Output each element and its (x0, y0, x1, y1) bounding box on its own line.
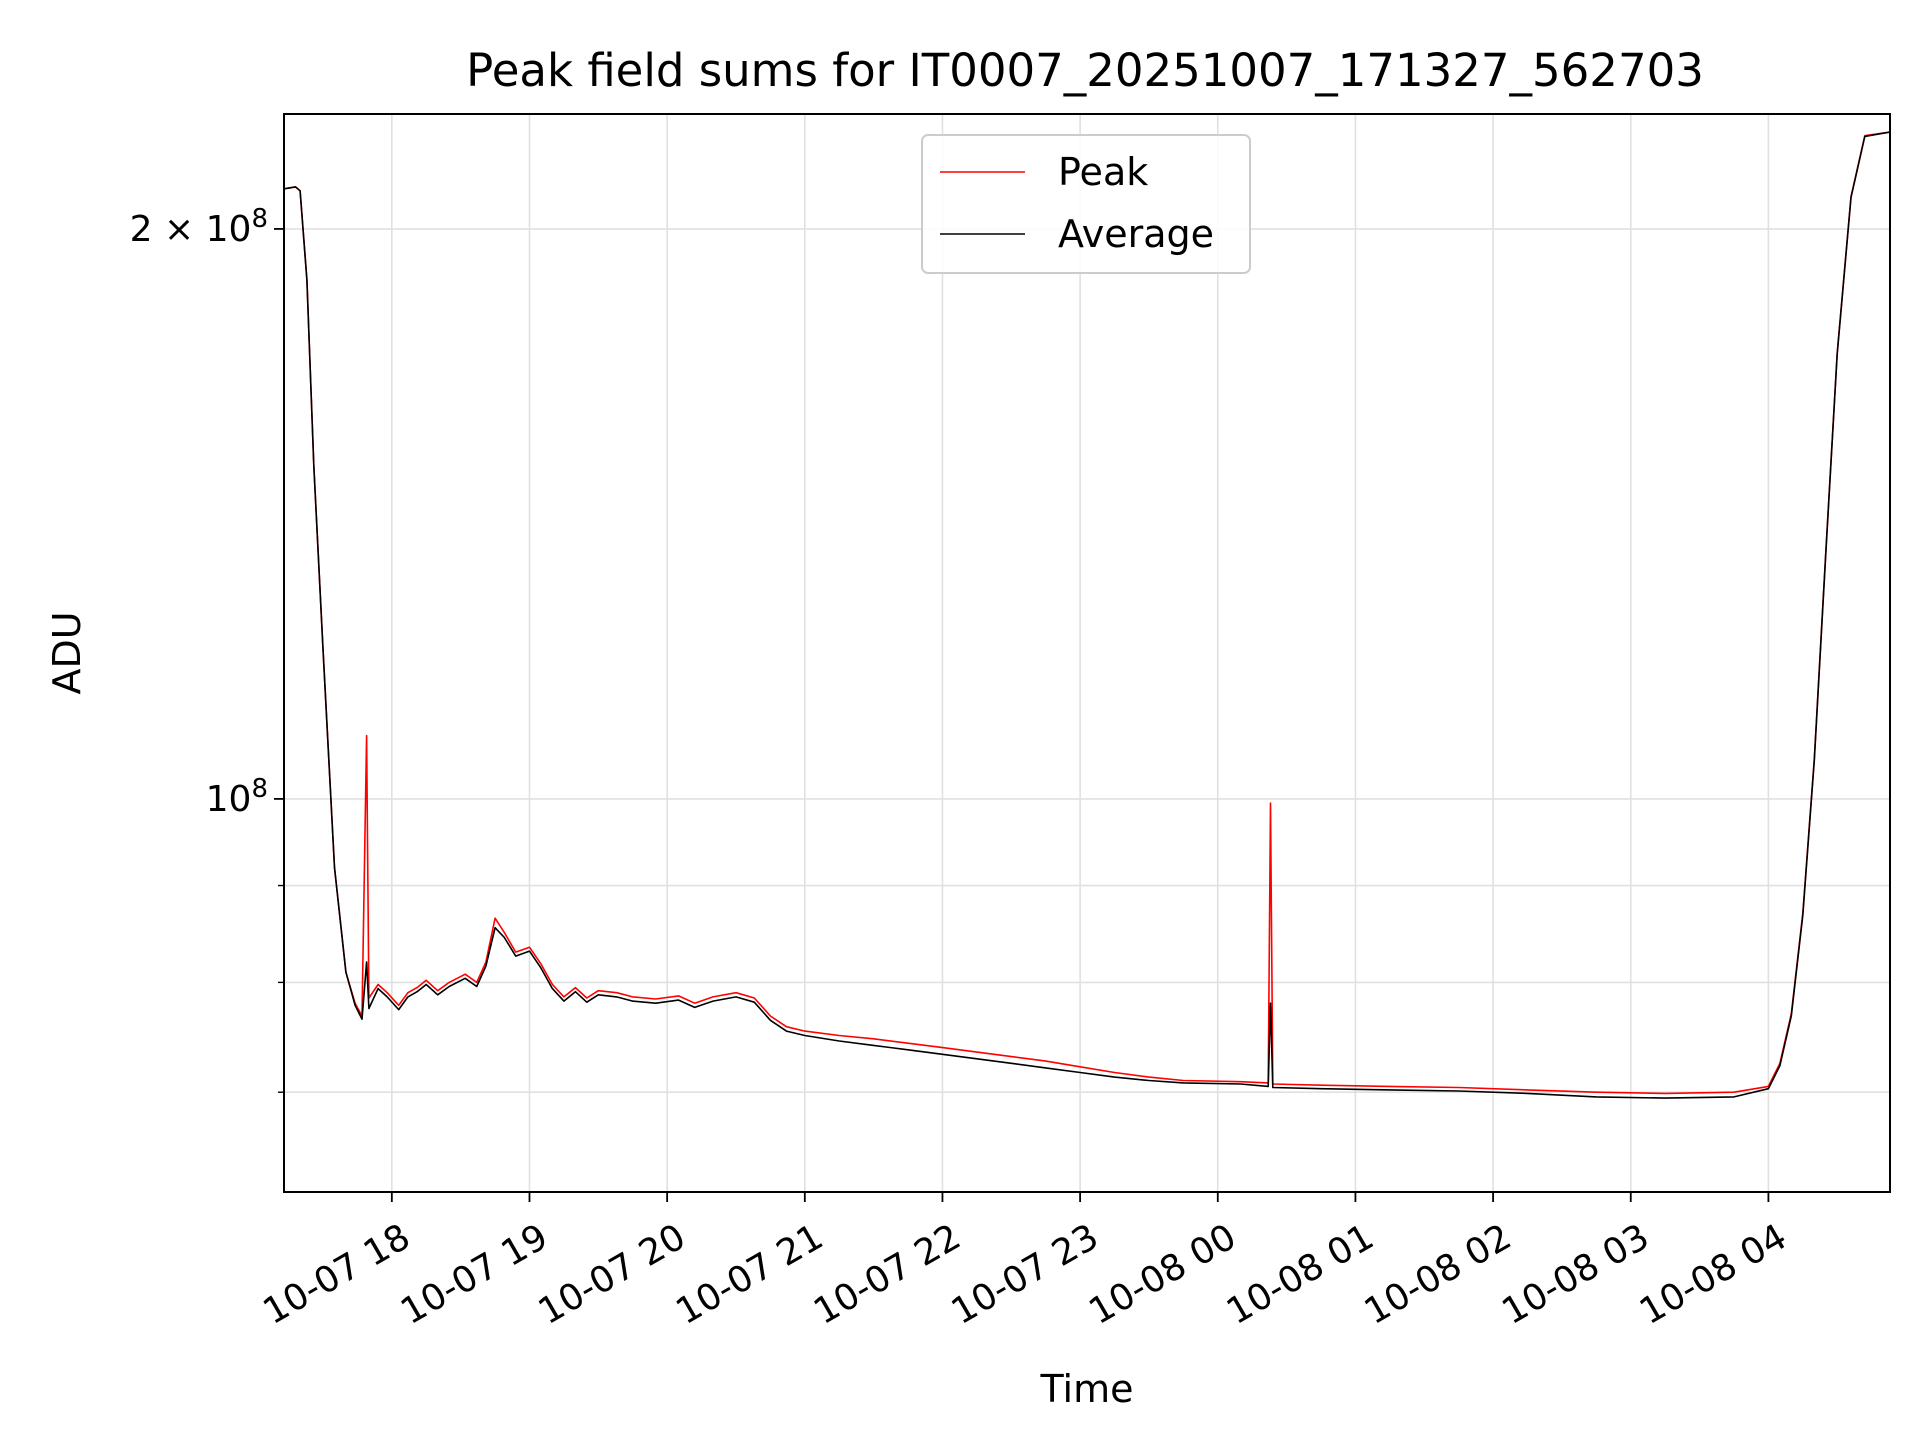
y-tick-label: 2 × 108 (130, 204, 268, 250)
grid (284, 114, 1890, 1192)
series-lines (284, 131, 1890, 1099)
chart-title: Peak field sums for IT0007_20251007_1713… (466, 44, 1704, 97)
y-axis-label: ADU (45, 611, 89, 694)
series-line-average (284, 131, 1890, 1099)
legend-peak-label: Peak (1058, 150, 1148, 194)
plot-area-frame (283, 113, 1891, 1193)
series-line-peak (284, 131, 1890, 1095)
legend-box (921, 134, 1251, 274)
x-axis-label: Time (1040, 1367, 1134, 1411)
legend: Peak Average (921, 134, 1251, 274)
y-axis: 108 2 × 108 (130, 204, 284, 1093)
legend-average-label: Average (1058, 212, 1214, 256)
y-tick-label: 108 (206, 774, 268, 820)
